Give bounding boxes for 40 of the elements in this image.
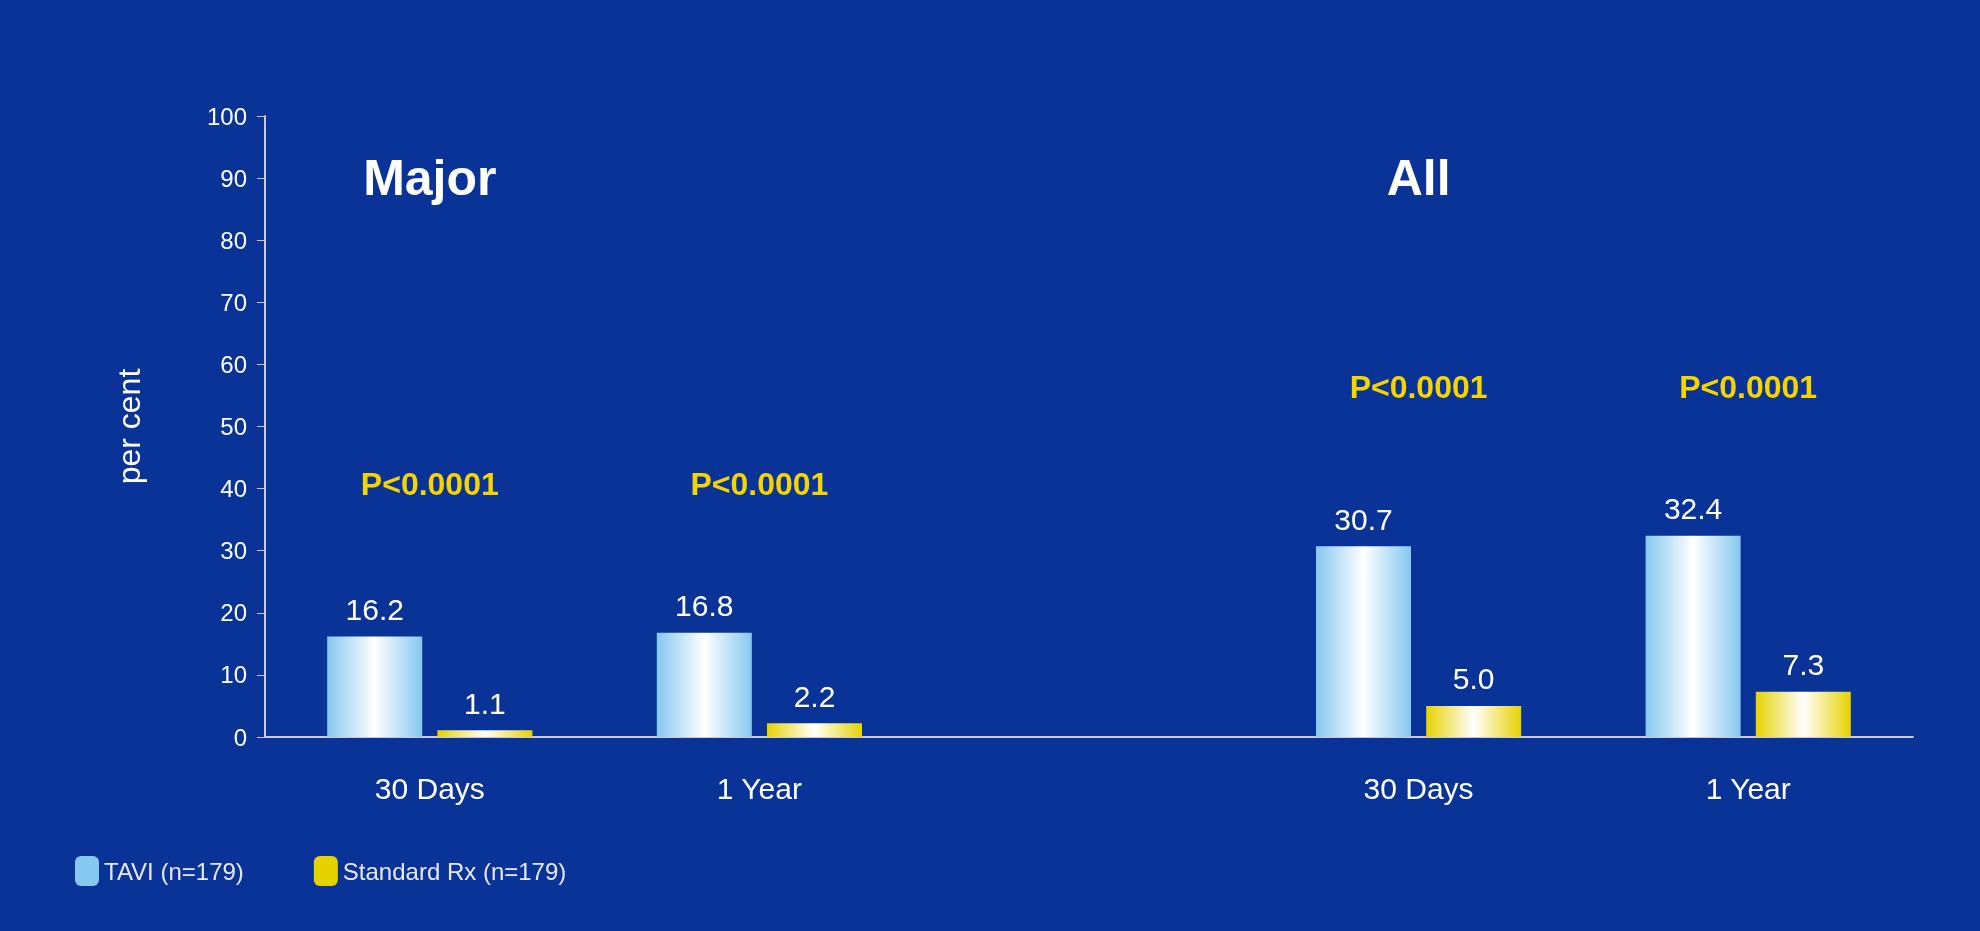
y-tick-label: 10 bbox=[220, 661, 247, 689]
annotation: P<0.0001 bbox=[360, 465, 499, 502]
data-label: 30.7 bbox=[1334, 502, 1393, 536]
y-tick-label: 80 bbox=[220, 226, 247, 254]
annotation: P<0.0001 bbox=[690, 465, 829, 502]
legend-label: Standard Rx (n=179) bbox=[342, 857, 567, 885]
data-label: 32.4 bbox=[1663, 492, 1723, 526]
bar bbox=[437, 730, 533, 737]
annotation: All bbox=[1386, 150, 1451, 207]
bar bbox=[1645, 535, 1741, 737]
x-tick-label: 1 Year bbox=[1705, 771, 1791, 805]
bar bbox=[767, 723, 862, 737]
y-tick-label: 50 bbox=[220, 413, 247, 440]
bar bbox=[327, 636, 423, 737]
annotation: Major bbox=[363, 150, 497, 207]
bar bbox=[656, 632, 752, 737]
annotation: P<0.0001 bbox=[1679, 368, 1818, 405]
legend-label: TAVI (n=179) bbox=[104, 857, 244, 885]
y-tick-label: 90 bbox=[220, 164, 247, 192]
y-tick-label: 70 bbox=[220, 288, 247, 316]
y-tick-label: 40 bbox=[220, 475, 247, 503]
bar bbox=[1426, 705, 1522, 737]
data-label: 7.3 bbox=[1782, 648, 1825, 682]
bar bbox=[1316, 546, 1411, 737]
data-label: 16.8 bbox=[675, 589, 734, 623]
x-tick-label: 30 Days bbox=[374, 771, 485, 805]
y-tick-label: 20 bbox=[220, 599, 247, 627]
y-tick-label: 60 bbox=[220, 350, 247, 378]
x-tick-label: 1 Year bbox=[716, 771, 802, 805]
x-tick-label: 30 Days bbox=[1363, 771, 1474, 805]
bar bbox=[1755, 691, 1851, 737]
y-tick-label: 0 bbox=[233, 723, 247, 751]
annotation: P<0.0001 bbox=[1349, 368, 1488, 405]
y-tick-label: 100 bbox=[206, 102, 247, 130]
data-label: 1.1 bbox=[464, 686, 506, 720]
data-label: 5.0 bbox=[1452, 662, 1495, 696]
y-axis-title: per cent bbox=[111, 368, 147, 485]
data-label: 2.2 bbox=[793, 679, 836, 713]
y-tick-label: 30 bbox=[220, 537, 247, 565]
data-label: 16.2 bbox=[345, 592, 404, 626]
